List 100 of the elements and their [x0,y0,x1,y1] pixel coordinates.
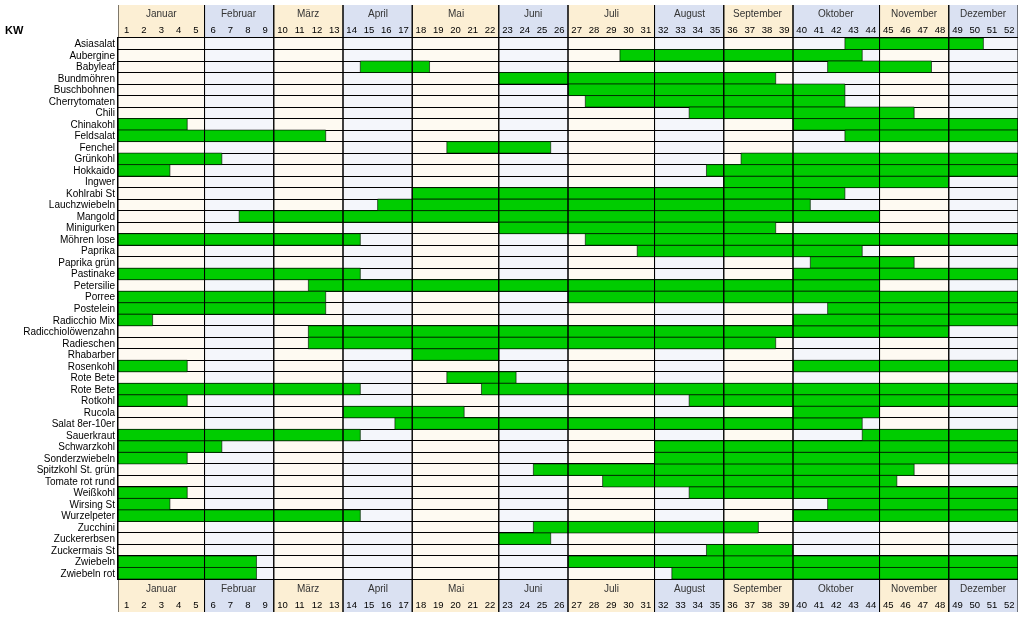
x2-tick-label: 47 [917,599,929,611]
x-tick-label: 34 [692,24,704,36]
text: Oktober [818,8,854,19]
x-tick-label: 41 [813,24,825,36]
x-tick-label: 30 [623,24,634,36]
y-tick-label: Salat 8er-10er [51,418,116,430]
y-tick-label: Buschbohnen [53,84,115,96]
text: August [674,8,706,19]
x-tick-label: 3 [158,24,164,36]
x-tick-label: 4 [175,24,182,36]
x-tick-label: 19 [432,24,444,36]
x2-tick-label: 2 [141,599,147,611]
y-tick-label: Paprika [81,245,116,257]
band-label: Mai [448,583,465,594]
x-tick-label: 48 [934,24,946,36]
x-tick-label: 12 [311,24,323,36]
x2-tick-label: 23 [502,599,513,611]
x2-tick-label: 51 [986,599,998,611]
x2-tick-label: 6 [210,599,216,611]
x2-tick-label: 40 [796,599,807,611]
x-tick-label: 9 [262,24,268,36]
x-tick-label: 6 [210,24,216,36]
y-tick-label: Zucchini [77,521,115,533]
y-tick-label: Asiasalat [74,38,116,50]
y-tick-label: Petersilie [73,279,116,291]
y-tick-label: Mangold [76,210,115,222]
x2-tick-label: 33 [675,599,686,611]
x-tick-label: 2 [141,24,147,36]
x-tick-label: 16 [380,24,392,36]
x-tick-label: 27 [571,24,582,36]
x-tick-label: 37 [744,24,756,36]
y-tick-label: Möhren lose [59,233,116,245]
x2-tick-label: 28 [588,599,600,611]
y-tick-label: Bundmöhren [57,72,115,84]
x-tick-label: 28 [588,24,600,36]
x2-tick-label: 26 [554,599,565,611]
x-tick-label: 11 [294,24,305,36]
y-tick-label: Schwarzkohl [58,441,115,453]
x-tick-label: 1 [124,24,130,36]
x2-tick-label: 41 [813,599,825,611]
x-tick-label: 20 [450,24,461,36]
x2-tick-label: 4 [175,599,182,611]
y-tick-label: Aubergine [69,49,116,61]
x2-tick-label: 5 [193,599,199,611]
y-tick-label: Cherrytomaten [48,95,115,107]
x-tick-label: 22 [484,24,496,36]
x2-tick-label: 20 [450,599,461,611]
text: April [368,8,389,19]
x2-tick-label: 8 [245,599,251,611]
band-label: Januar [146,583,178,594]
text: Mai [448,8,465,19]
x2-tick-label: 14 [346,599,357,611]
x2-tick-label: 12 [311,599,323,611]
y-tick-label: Rote Bete [70,372,116,384]
x-tick-label: 25 [536,24,548,36]
band-label: Dezember [960,583,1007,594]
y-tick-label: Ingwer [84,176,116,188]
x-tick-label: 47 [917,24,929,36]
x-tick-label: 33 [675,24,686,36]
x2-tick-label: 16 [380,599,392,611]
x-tick-label: 40 [796,24,807,36]
x2-tick-label: 32 [657,599,669,611]
y-tick-label: Rotkohl [81,395,115,407]
band-label: Juli [604,583,620,594]
text: November [891,8,938,19]
x-tick-label: 13 [329,24,340,36]
x-tick-label: 39 [779,24,790,36]
x-tick-label: 8 [245,24,251,36]
x-tick-label: 17 [398,24,409,36]
x2-tick-label: 48 [934,599,946,611]
y-tick-label: Chili [95,107,115,119]
text: Dezember [960,8,1007,19]
y-tick-label: Paprika grün [58,256,115,268]
x2-tick-label: 27 [571,599,582,611]
y-tick-label: Radicchio Mix [52,314,115,326]
y-tick-label: Kohlrabi St [66,187,116,199]
band-label: September [733,583,783,594]
y-tick-label: Weißkohl [73,487,115,499]
x-tick-label: 29 [605,24,617,36]
x-tick-label: 42 [830,24,842,36]
text: März [297,8,320,19]
x2-tick-label: 42 [830,599,842,611]
y-tick-label: Feldsalat [74,130,116,142]
x-tick-label: 5 [193,24,199,36]
y-tick-label: Chinakohl [70,118,115,130]
y-tick-label: Porree [84,291,116,303]
y-tick-label: Radicchiolöwenzahn [23,326,115,338]
x-tick-label: 18 [415,24,427,36]
x2-tick-label: 52 [1004,599,1015,611]
band-label: Oktober [818,583,855,594]
x-tick-label: 49 [952,24,963,36]
x-tick-label: 44 [865,24,877,36]
x-tick-label: 43 [848,24,859,36]
text: Juni [524,8,543,19]
x2-tick-label: 35 [709,599,721,611]
x-tick-label: 36 [727,24,738,36]
x2-tick-label: 38 [761,599,773,611]
x2-tick-label: 31 [640,599,652,611]
x2-tick-label: 1 [124,599,130,611]
x2-tick-label: 21 [467,599,479,611]
